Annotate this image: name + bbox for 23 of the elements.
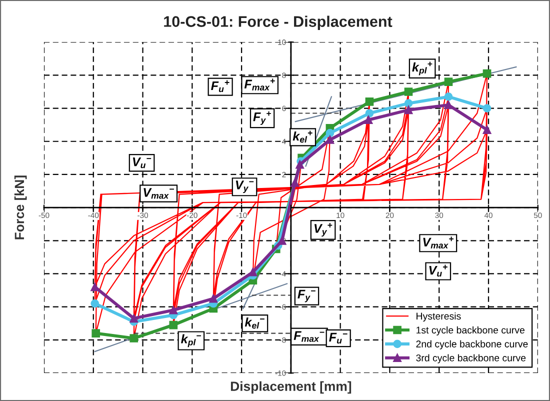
- annotation: F$_{u}$$^{−}$: [329, 332, 348, 344]
- annotation: F$_{y}$$^{−}$: [298, 290, 316, 302]
- legend-label: 3rd cycle backbone curve: [416, 354, 526, 364]
- annotation: V$_{y}$$^{+}$: [314, 223, 332, 237]
- annotation: F$_{u}$$^{+}$: [211, 80, 230, 92]
- annotation: V$_{max}$$^{−}$: [144, 188, 174, 199]
- annotation: k$_{pl}$$^{+}$: [412, 62, 432, 76]
- annotation: F$_{max}$$^{+}$: [244, 78, 275, 90]
- legend-label: Hysteresis: [416, 312, 461, 322]
- annotation: F$_{max}$$^{−}$: [294, 331, 324, 342]
- x-axis-title: Displacement [mm]: [230, 381, 352, 394]
- legend-label: 2nd cycle backbone curve: [416, 340, 528, 350]
- annotation: V$_{max}$$^{+}$: [423, 236, 454, 248]
- annotation: V$_{u}$$^{+}$: [429, 264, 448, 277]
- legend-label: 1st cycle backbone curve: [416, 326, 524, 336]
- annotation: k$_{el}$$^{+}$: [292, 130, 312, 143]
- annotation: k$_{el}$$^{−}$: [244, 317, 264, 329]
- chart-title: 10-CS-01: Force - Displacement: [164, 16, 392, 30]
- annotation: F$_{y}$$^{+}$: [253, 111, 271, 125]
- annotation: V$_{u}$$^{−}$: [132, 157, 152, 168]
- annotation: k$_{pl}$$^{−}$: [181, 334, 202, 348]
- annotation: V$_{y}$$^{−}$: [236, 180, 254, 194]
- y-axis-title: Force [kN]: [14, 176, 27, 240]
